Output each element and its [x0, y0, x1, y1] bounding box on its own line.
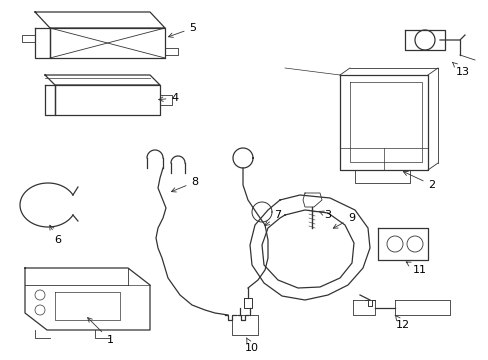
- Text: 5: 5: [168, 23, 196, 37]
- Text: 6: 6: [50, 225, 61, 245]
- Text: 12: 12: [394, 315, 409, 330]
- Text: 11: 11: [406, 262, 426, 275]
- Text: 7: 7: [264, 210, 281, 226]
- Text: 4: 4: [159, 93, 178, 103]
- Text: 13: 13: [451, 62, 469, 77]
- Text: 8: 8: [171, 177, 198, 192]
- Text: 1: 1: [87, 318, 113, 345]
- Text: 2: 2: [403, 171, 435, 190]
- Text: 9: 9: [333, 213, 355, 228]
- Text: 3: 3: [318, 210, 331, 220]
- Text: 10: 10: [244, 338, 259, 353]
